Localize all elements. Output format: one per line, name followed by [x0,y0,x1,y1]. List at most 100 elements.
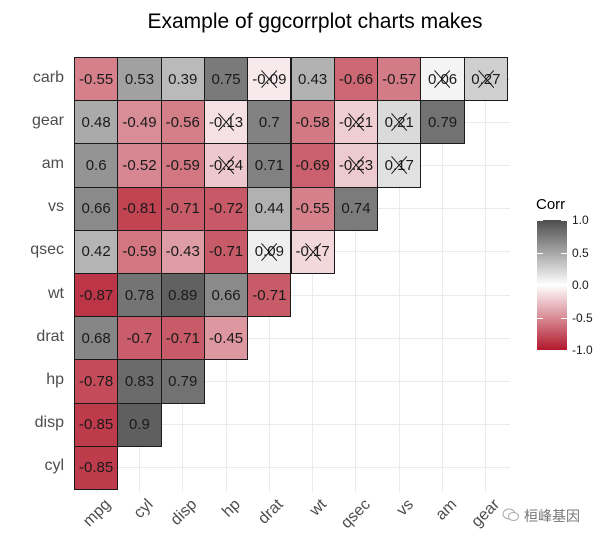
cell-value: 0.39 [168,70,198,88]
heatmap-cell: 0.53 [117,57,162,102]
heatmap-cell: 0.89 [160,273,205,318]
heatmap-cell: -0.13 [203,100,249,145]
y-axis-label: cyl [44,457,64,475]
heatmap-cell: 0.6 [74,143,119,188]
heatmap-cell: -0.71 [247,273,292,318]
x-axis-label: wt [306,496,331,520]
heatmap-cell: 0.83 [117,359,162,404]
heatmap-cell: 0.48 [74,100,119,145]
cell-value: -0.09 [252,70,287,88]
y-axis-label: hp [46,371,64,388]
grid-line [74,381,510,382]
x-axis-label: gear [468,496,504,531]
heatmap-cell: -0.45 [203,316,249,361]
cell-value: 0.53 [124,70,155,88]
heatmap-cell: -0.56 [160,100,205,145]
legend-tick-mark [537,317,543,319]
heatmap-cell: 0.78 [117,273,162,318]
legend-tick-label: 0.0 [572,278,589,292]
x-axis-label: hp [218,496,244,521]
heatmap-cell: 0.39 [160,57,205,102]
legend-tick-label: -1.0 [572,343,593,357]
x-axis-label: qsec [337,496,374,532]
cell-value: -0.59 [122,243,157,261]
cell-value: -0.55 [79,70,114,88]
legend-tick-mark [537,285,543,286]
heatmap-cell: -0.66 [333,57,379,102]
legend-tick-mark [561,220,567,221]
heatmap-cell: -0.23 [333,143,379,188]
cell-value: -0.66 [338,70,374,88]
cell-value: -0.59 [165,156,200,174]
cell-value: 0.74 [341,200,371,218]
cell-value: -0.57 [382,70,417,88]
cell-value: 0.09 [254,243,284,261]
heatmap-cell: -0.21 [333,100,379,145]
heatmap-cell: -0.87 [74,273,119,318]
cell-value: -0.24 [208,156,244,174]
heatmap-cell: 0.42 [74,229,119,274]
heatmap-cell: -0.85 [74,402,119,447]
heatmap-cell: 0.79 [420,100,465,145]
heatmap-cell: -0.52 [117,143,162,188]
legend-tick-mark [561,285,567,286]
heatmap-cell: 0.7 [247,100,292,145]
watermark: 桓峰基因 [502,506,580,526]
cell-value: 0.79 [168,372,198,390]
grid-line [485,57,487,492]
heatmap-cell: -0.49 [117,100,162,145]
cell-value: -0.52 [122,156,157,174]
heatmap-cell: -0.85 [74,445,119,490]
y-axis-label: gear [31,111,64,129]
cell-value: -0.78 [79,372,114,390]
x-axis-label: am [432,496,461,524]
heatmap-cell: 0.43 [290,57,335,102]
y-axis-label: disp [34,414,64,432]
legend-tick-label: -0.5 [572,310,593,325]
heatmap-cell: 0.75 [203,57,249,102]
legend-tick-mark [561,252,567,254]
grid-line [74,424,510,426]
heatmap-cell: -0.78 [74,359,119,404]
heatmap-cell: 0.66 [203,273,249,318]
cell-value: 0.78 [124,286,155,304]
cell-value: -0.17 [295,243,330,261]
cell-value: -0.72 [208,200,244,218]
heatmap-cell: -0.71 [203,229,249,274]
cell-value: 0.9 [129,416,150,434]
legend-tick-mark [537,220,543,221]
cell-value: 0.83 [124,372,155,390]
heatmap-cell: 0.09 [247,229,292,274]
heatmap-cell: 0.74 [333,186,379,231]
heatmap-cell: -0.81 [117,186,162,231]
heatmap-cell: 0.06 [420,57,465,102]
heatmap-cell: 0.66 [74,186,119,231]
y-axis-label: vs [48,198,64,216]
grid-line [74,294,510,296]
cell-value: 0.48 [81,113,111,131]
x-axis-label: cyl [131,496,157,522]
heatmap-panel: -0.85 -0.85 0.9 -0.78 0.83 0.79 0.68 -0.7 -0.71-… [74,57,510,492]
x-axis-label: vs [393,496,417,520]
heatmap-cell: 0.9 [117,402,162,447]
y-axis-label: qsec [30,241,64,259]
grid-line [74,337,510,339]
cell-value: -0.13 [208,113,244,131]
grid-line [312,57,314,492]
cell-value: 0.79 [427,113,458,131]
legend-tick-mark [537,252,543,254]
x-axis-label: mpg [79,496,114,531]
y-axis-label: drat [36,327,64,345]
cell-value: -0.69 [295,156,330,174]
cell-value: -0.71 [208,243,244,261]
legend-tick-label: 1.0 [572,213,589,227]
cell-value: -0.85 [79,416,114,434]
legend-title: Corr [536,196,566,213]
y-axis-label: wt [48,284,64,302]
legend-tick-mark [561,317,567,319]
watermark-text: 桓峰基因 [524,508,580,524]
heatmap-cell: -0.43 [160,229,205,274]
cell-value: -0.45 [208,329,244,347]
heatmap-cell: -0.17 [290,229,335,274]
cell-value: 0.71 [254,156,284,174]
